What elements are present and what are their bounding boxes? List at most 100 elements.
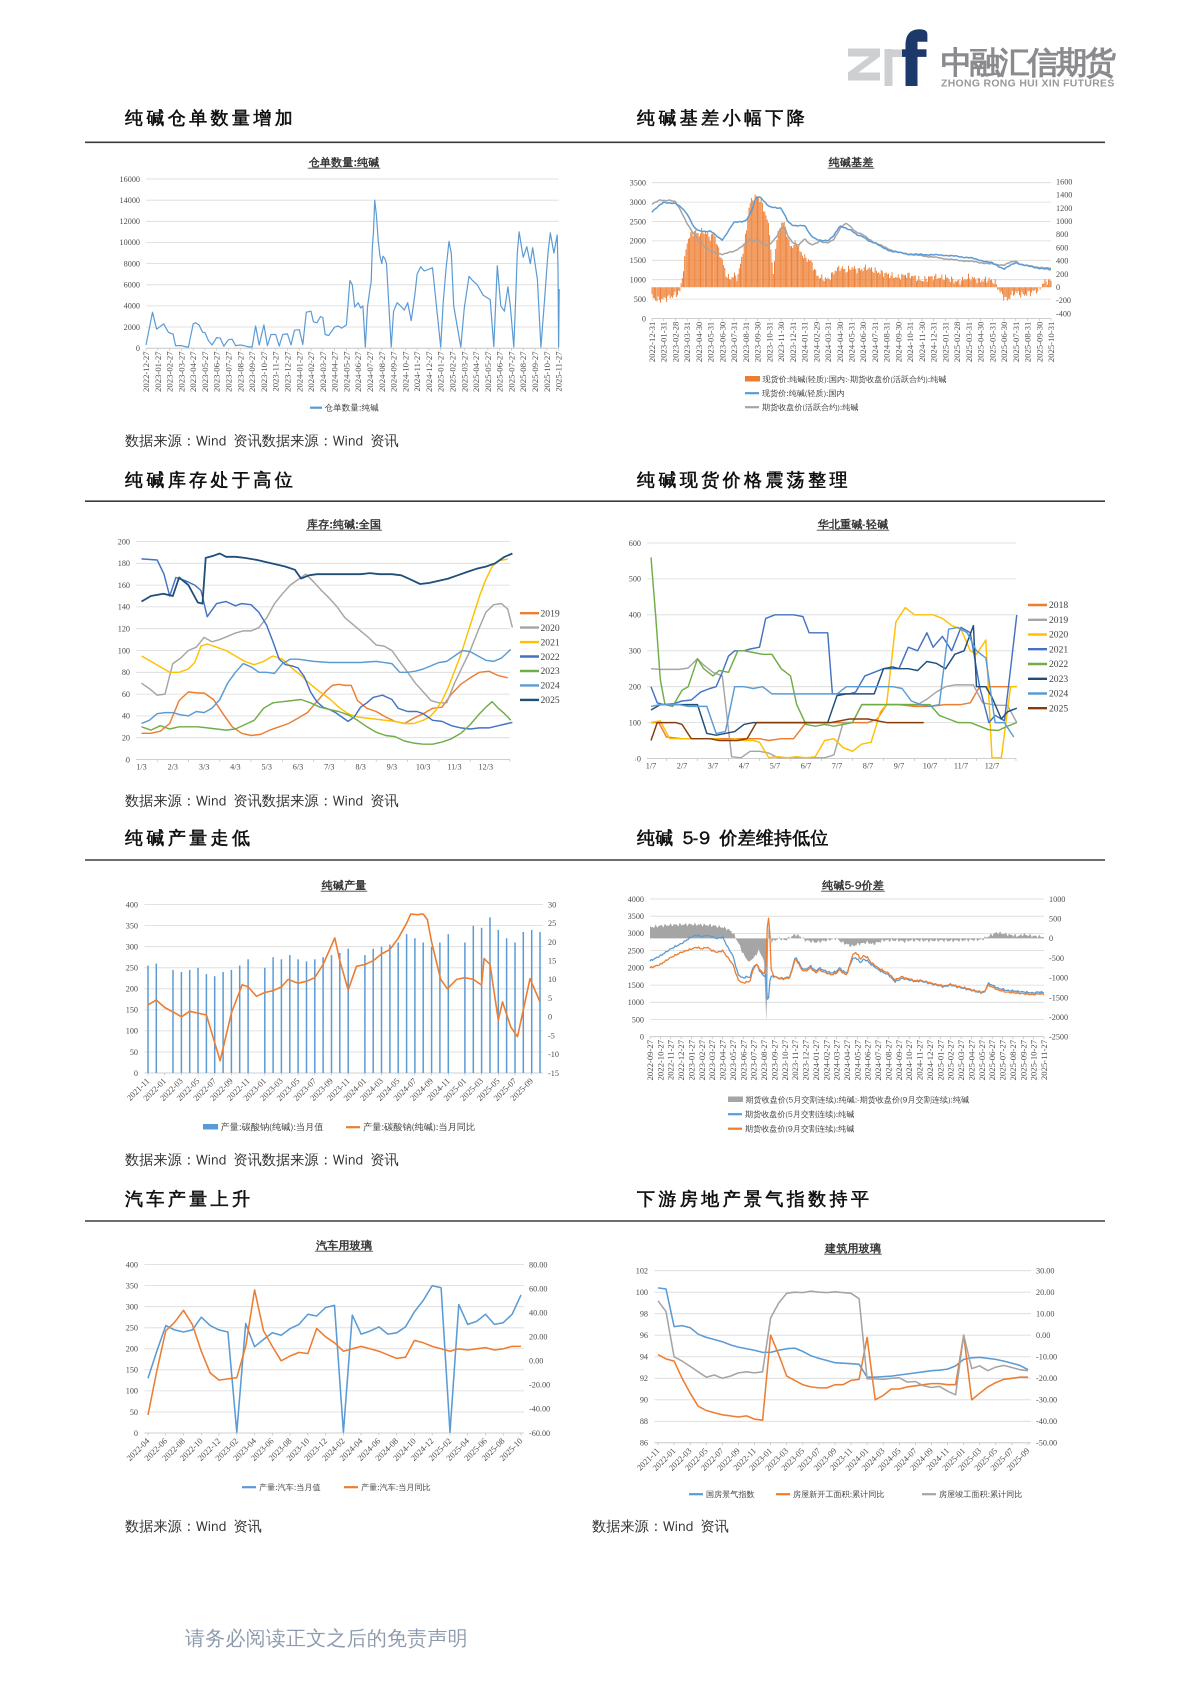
svg-text:0: 0 xyxy=(640,1033,644,1042)
svg-text:2024-09-27: 2024-09-27 xyxy=(389,351,399,392)
svg-text:2024-05-27: 2024-05-27 xyxy=(852,1039,862,1080)
svg-text:2025-08-27: 2025-08-27 xyxy=(518,351,528,392)
svg-text:2025-03-31: 2025-03-31 xyxy=(964,322,974,363)
svg-text:-5: -5 xyxy=(548,1031,555,1040)
svg-text:-30.00: -30.00 xyxy=(1036,1396,1057,1405)
svg-text:2025-02-27: 2025-02-27 xyxy=(946,1039,956,1080)
svg-text:-10.00: -10.00 xyxy=(1036,1353,1057,1362)
svg-text:500: 500 xyxy=(1049,915,1061,924)
svg-text:150: 150 xyxy=(126,1366,138,1375)
svg-text:200: 200 xyxy=(126,1345,138,1354)
svg-text:2025-07-27: 2025-07-27 xyxy=(998,1039,1008,1080)
svg-text:2025-01-27: 2025-01-27 xyxy=(935,1039,945,1080)
svg-text:92: 92 xyxy=(640,1374,648,1383)
svg-text:500: 500 xyxy=(634,295,646,304)
svg-text:2023-10-27: 2023-10-27 xyxy=(780,1039,790,1080)
svg-text:2025-02-27: 2025-02-27 xyxy=(448,351,458,392)
svg-text:86: 86 xyxy=(640,1439,648,1448)
svg-text:8/7: 8/7 xyxy=(863,762,873,771)
svg-text:2025-03-27: 2025-03-27 xyxy=(956,1039,966,1080)
svg-text:120: 120 xyxy=(118,625,130,634)
svg-text:5/3: 5/3 xyxy=(261,763,271,772)
svg-text:2025-04-30: 2025-04-30 xyxy=(976,321,986,362)
svg-text:50: 50 xyxy=(130,1408,138,1417)
svg-text:300: 300 xyxy=(126,943,138,952)
svg-text:2025-04-27: 2025-04-27 xyxy=(966,1039,976,1080)
svg-text:2025-11-27: 2025-11-27 xyxy=(554,351,564,392)
svg-text:140: 140 xyxy=(118,603,130,612)
svg-text:300: 300 xyxy=(126,1303,138,1312)
svg-text:4000: 4000 xyxy=(124,302,140,311)
svg-text:2025-10-31: 2025-10-31 xyxy=(1046,322,1056,363)
svg-text:200: 200 xyxy=(629,683,641,692)
svg-text:2023-06-27: 2023-06-27 xyxy=(212,351,222,392)
svg-text:2024-08-27: 2024-08-27 xyxy=(884,1039,894,1080)
svg-text:6/7: 6/7 xyxy=(801,762,811,771)
svg-text:160: 160 xyxy=(118,581,130,590)
svg-text:2024-06-30: 2024-06-30 xyxy=(858,321,868,362)
svg-text:2024-01-27: 2024-01-27 xyxy=(294,351,304,392)
svg-text:2019: 2019 xyxy=(541,608,560,619)
svg-text:88: 88 xyxy=(640,1417,648,1426)
svg-text:2024: 2024 xyxy=(541,681,560,692)
svg-text:1000: 1000 xyxy=(1049,895,1065,904)
svg-text:4/7: 4/7 xyxy=(739,762,749,771)
svg-text:2023-03-27: 2023-03-27 xyxy=(707,1039,717,1080)
svg-text:60.00: 60.00 xyxy=(529,1285,547,1294)
svg-text:2023-01-31: 2023-01-31 xyxy=(659,322,669,363)
svg-text:2023-05-27: 2023-05-27 xyxy=(728,1039,738,1080)
svg-text:2023-10-27: 2023-10-27 xyxy=(259,351,269,392)
svg-text:2025-01-31: 2025-01-31 xyxy=(940,322,950,363)
svg-text:2023: 2023 xyxy=(1049,674,1068,685)
svg-text:2021: 2021 xyxy=(541,637,560,648)
svg-text:2023-02-27: 2023-02-27 xyxy=(165,351,175,392)
svg-text:0.00: 0.00 xyxy=(529,1357,543,1366)
svg-text:2024-01-27: 2024-01-27 xyxy=(811,1039,821,1080)
svg-text:2025-05-27: 2025-05-27 xyxy=(483,351,493,392)
svg-text:2025-07-31: 2025-07-31 xyxy=(1011,322,1021,363)
svg-text:2021: 2021 xyxy=(1049,645,1068,656)
svg-text:2025-10-27: 2025-10-27 xyxy=(1029,1039,1039,1080)
svg-text:2023-06-27: 2023-06-27 xyxy=(738,1039,748,1080)
svg-text:100: 100 xyxy=(636,1288,648,1297)
svg-text:2022: 2022 xyxy=(1049,659,1068,670)
svg-text:2023-08-31: 2023-08-31 xyxy=(741,322,751,363)
svg-text:11/7: 11/7 xyxy=(954,762,968,771)
svg-text:10.00: 10.00 xyxy=(1036,1310,1054,1319)
svg-text:2024-12-31: 2024-12-31 xyxy=(929,322,939,363)
svg-text:2023-11-27: 2023-11-27 xyxy=(790,1039,800,1080)
svg-text:2019: 2019 xyxy=(1049,615,1068,626)
svg-text:2025-06-27: 2025-06-27 xyxy=(495,351,505,392)
svg-text:100: 100 xyxy=(126,1027,138,1036)
svg-text:2024-10-27: 2024-10-27 xyxy=(904,1039,914,1080)
svg-text:98: 98 xyxy=(640,1310,648,1319)
svg-text:2025-08-27: 2025-08-27 xyxy=(1008,1039,1018,1080)
svg-text:-15: -15 xyxy=(548,1069,559,1078)
svg-text:ZHONG RONG HUI XIN FUTURES: ZHONG RONG HUI XIN FUTURES xyxy=(941,79,1115,90)
svg-text:2024-02-29: 2024-02-29 xyxy=(811,322,821,363)
svg-text:-50.00: -50.00 xyxy=(1036,1439,1057,1448)
svg-text:500: 500 xyxy=(629,575,641,584)
svg-text:7/3: 7/3 xyxy=(324,763,334,772)
svg-text:0.00: 0.00 xyxy=(1036,1331,1050,1340)
svg-text:400: 400 xyxy=(126,1260,138,1269)
svg-text:4000: 4000 xyxy=(628,895,644,904)
svg-text:2025-05-27: 2025-05-27 xyxy=(977,1039,987,1080)
svg-text:2000: 2000 xyxy=(630,237,646,246)
svg-text:40.00: 40.00 xyxy=(529,1309,547,1318)
svg-text:2023-11-30: 2023-11-30 xyxy=(776,321,786,362)
svg-text:2022-12-31: 2022-12-31 xyxy=(647,322,657,363)
svg-text:0: 0 xyxy=(134,1429,138,1438)
svg-text:12000: 12000 xyxy=(120,217,140,226)
svg-text:2024-02-27: 2024-02-27 xyxy=(821,1039,831,1080)
svg-text:2023: 2023 xyxy=(541,666,560,677)
svg-text:2022-10-27: 2022-10-27 xyxy=(655,1039,665,1080)
svg-text:2024-04-27: 2024-04-27 xyxy=(842,1039,852,1080)
svg-text:2024-12-27: 2024-12-27 xyxy=(925,1039,935,1080)
svg-text:2023-08-27: 2023-08-27 xyxy=(235,351,245,392)
svg-text:0: 0 xyxy=(1056,283,1060,292)
svg-text:2022-12-27: 2022-12-27 xyxy=(141,351,151,392)
svg-text:1/7: 1/7 xyxy=(646,762,656,771)
svg-text:-1000: -1000 xyxy=(1049,974,1068,983)
svg-text:2024-03-27: 2024-03-27 xyxy=(318,351,328,392)
